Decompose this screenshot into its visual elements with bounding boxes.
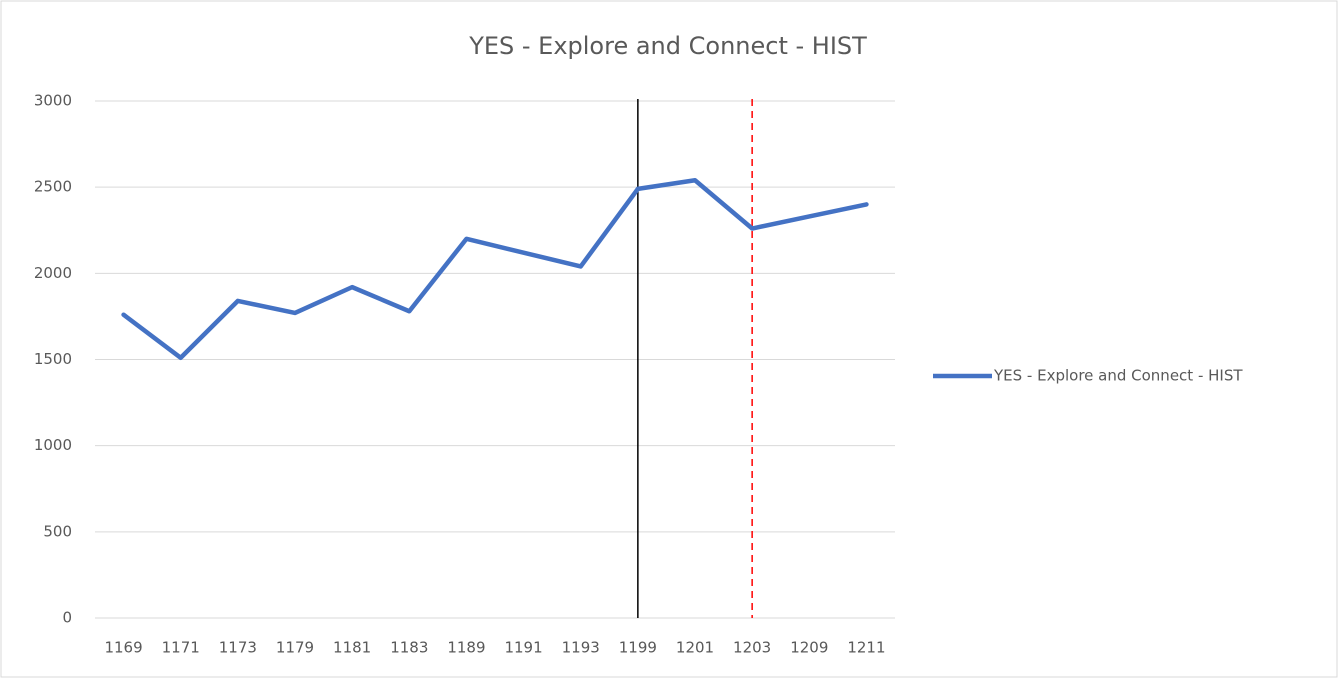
x-tick-label: 1201: [676, 639, 714, 657]
y-tick-label: 1500: [34, 350, 72, 368]
y-tick-label: 1000: [34, 436, 72, 454]
x-tick-label: 1203: [733, 639, 771, 657]
chart-title: YES - Explore and Connect - HIST: [468, 32, 867, 60]
y-tick-label: 2500: [34, 178, 72, 196]
data-line: [121, 178, 869, 361]
x-tick-label: 1173: [219, 639, 257, 657]
x-tick-label: 1169: [104, 639, 142, 657]
x-tick-label: 1179: [276, 639, 314, 657]
x-tick-label: 1181: [333, 639, 371, 657]
y-tick-label: 2000: [34, 264, 72, 282]
x-tick-label: 1211: [847, 639, 885, 657]
x-tick-label: 1193: [562, 639, 600, 657]
y-tick-label: 3000: [34, 92, 72, 110]
x-tick-label: 1183: [390, 639, 428, 657]
legend-label: YES - Explore and Connect - HIST: [993, 367, 1243, 385]
x-tick-label: 1191: [504, 639, 542, 657]
x-tick-label: 1209: [790, 639, 828, 657]
y-tick-label: 0: [62, 609, 72, 627]
x-tick-label: 1171: [162, 639, 200, 657]
x-tick-label: 1199: [619, 639, 657, 657]
x-tick-label: 1189: [447, 639, 485, 657]
y-tick-label: 500: [43, 522, 72, 540]
